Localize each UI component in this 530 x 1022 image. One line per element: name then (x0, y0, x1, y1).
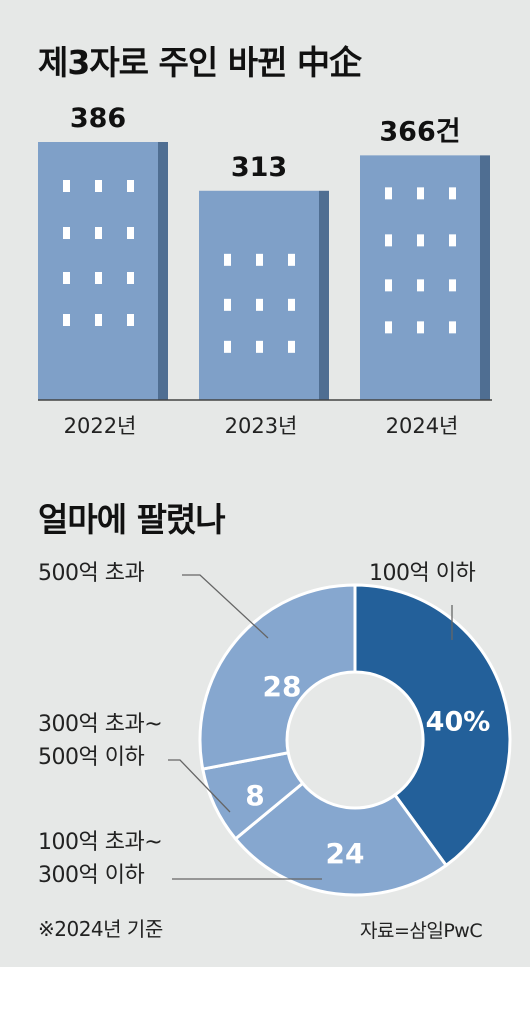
bar-chart: 386 2022년 313 2023년 366건 2024년 (38, 103, 492, 438)
pie-slice (353, 583, 512, 868)
slice-value-label: 8 (245, 779, 264, 812)
window (63, 314, 70, 326)
window (256, 298, 263, 311)
window (449, 187, 456, 200)
bar-2024년 (360, 155, 490, 400)
pie-slice (233, 781, 449, 897)
window (417, 279, 424, 292)
footnote: ※2024년 기준 (38, 917, 163, 941)
window (385, 321, 392, 334)
bar-2023년 (199, 190, 329, 400)
window (256, 253, 263, 266)
bar-side (319, 190, 329, 400)
source-credit: 자료=삼일PwC (360, 920, 483, 942)
window (95, 314, 102, 326)
window (449, 321, 456, 334)
category-label: 2023년 (225, 414, 298, 438)
category-label: 2022년 (64, 414, 137, 438)
window (224, 340, 231, 353)
window (385, 234, 392, 247)
bar-front (199, 190, 319, 400)
window (449, 234, 456, 247)
bar-chart-title: 제3자로 주인 바뀐 中企 (38, 43, 362, 82)
slice-label-500-over: 500억 초과 (38, 561, 145, 586)
window (288, 253, 295, 266)
bar-2022년 (38, 142, 168, 400)
pie-chart-title: 얼마에 팔렸나 (38, 500, 226, 539)
window (63, 272, 70, 284)
bar-value-label: 366건 (379, 116, 460, 147)
window (224, 253, 231, 266)
bar-side (158, 142, 168, 400)
pie-slice (198, 583, 357, 771)
donut-chart: 40% 24 8 28 (168, 574, 512, 897)
window (449, 279, 456, 292)
bar-value-label: 386 (70, 103, 126, 134)
bar-side (480, 155, 490, 400)
window (417, 321, 424, 334)
window (288, 298, 295, 311)
window (256, 340, 263, 353)
slice-label-300-500: 300억 초과~ 500억 이하 (38, 712, 163, 770)
window (63, 227, 70, 239)
window (224, 298, 231, 311)
slice-value-label: 24 (326, 837, 365, 870)
slice-value-label: 28 (263, 670, 302, 703)
category-label: 2024년 (386, 414, 459, 438)
leader-line (182, 574, 269, 639)
slice-label-100-300: 100억 초과~ 300억 이하 (38, 830, 163, 888)
window (385, 187, 392, 200)
window (385, 279, 392, 292)
window (417, 234, 424, 247)
window (95, 180, 102, 192)
window (95, 272, 102, 284)
slice-value-label: 40% (426, 707, 491, 738)
window (417, 187, 424, 200)
slice-label-100-under: 100억 이하 (369, 561, 476, 586)
window (95, 227, 102, 239)
window (127, 314, 134, 326)
bar-value-label: 313 (231, 152, 287, 183)
window (127, 227, 134, 239)
window (127, 180, 134, 192)
leader-line (168, 759, 231, 813)
window (63, 180, 70, 192)
window (288, 340, 295, 353)
window (127, 272, 134, 284)
